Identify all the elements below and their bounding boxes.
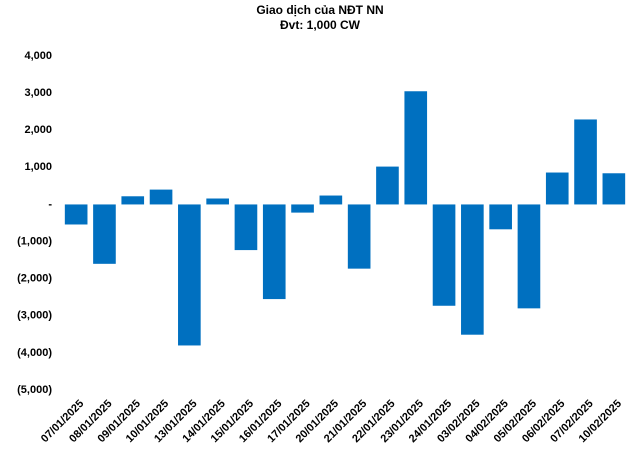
chart-title: Giao dịch của NĐT NN: [256, 3, 383, 17]
bar: [517, 204, 541, 309]
bar: [376, 166, 399, 205]
y-tick-label: (3,000): [17, 310, 52, 322]
bar: [93, 204, 116, 264]
bar: [319, 195, 343, 205]
bar: [206, 198, 229, 205]
chart-subtitle: Đvt: 1,000 CW: [280, 18, 361, 32]
bar: [234, 204, 258, 251]
y-tick-label: 4,000: [24, 50, 52, 62]
bar: [64, 204, 88, 225]
y-tick-label: 1,000: [24, 161, 52, 173]
bar: [545, 172, 569, 205]
bar: [121, 196, 145, 205]
bar: [602, 173, 626, 205]
bar: [262, 204, 286, 300]
y-tick-label: 2,000: [24, 124, 52, 136]
bar: [347, 204, 371, 269]
y-tick-label: (1,000): [17, 235, 52, 247]
bar: [149, 189, 173, 205]
y-tick-label: (5,000): [17, 384, 52, 396]
y-tick-label: (2,000): [17, 273, 52, 285]
bar: [178, 204, 201, 346]
y-tick-label: (4,000): [17, 347, 52, 359]
y-tick-label: -: [48, 198, 52, 210]
bar: [291, 204, 314, 213]
bar: [404, 91, 428, 205]
bar: [432, 204, 456, 306]
bar: [489, 204, 512, 230]
bar: [574, 119, 597, 205]
bar: [461, 204, 484, 335]
y-tick-label: 3,000: [24, 87, 52, 99]
